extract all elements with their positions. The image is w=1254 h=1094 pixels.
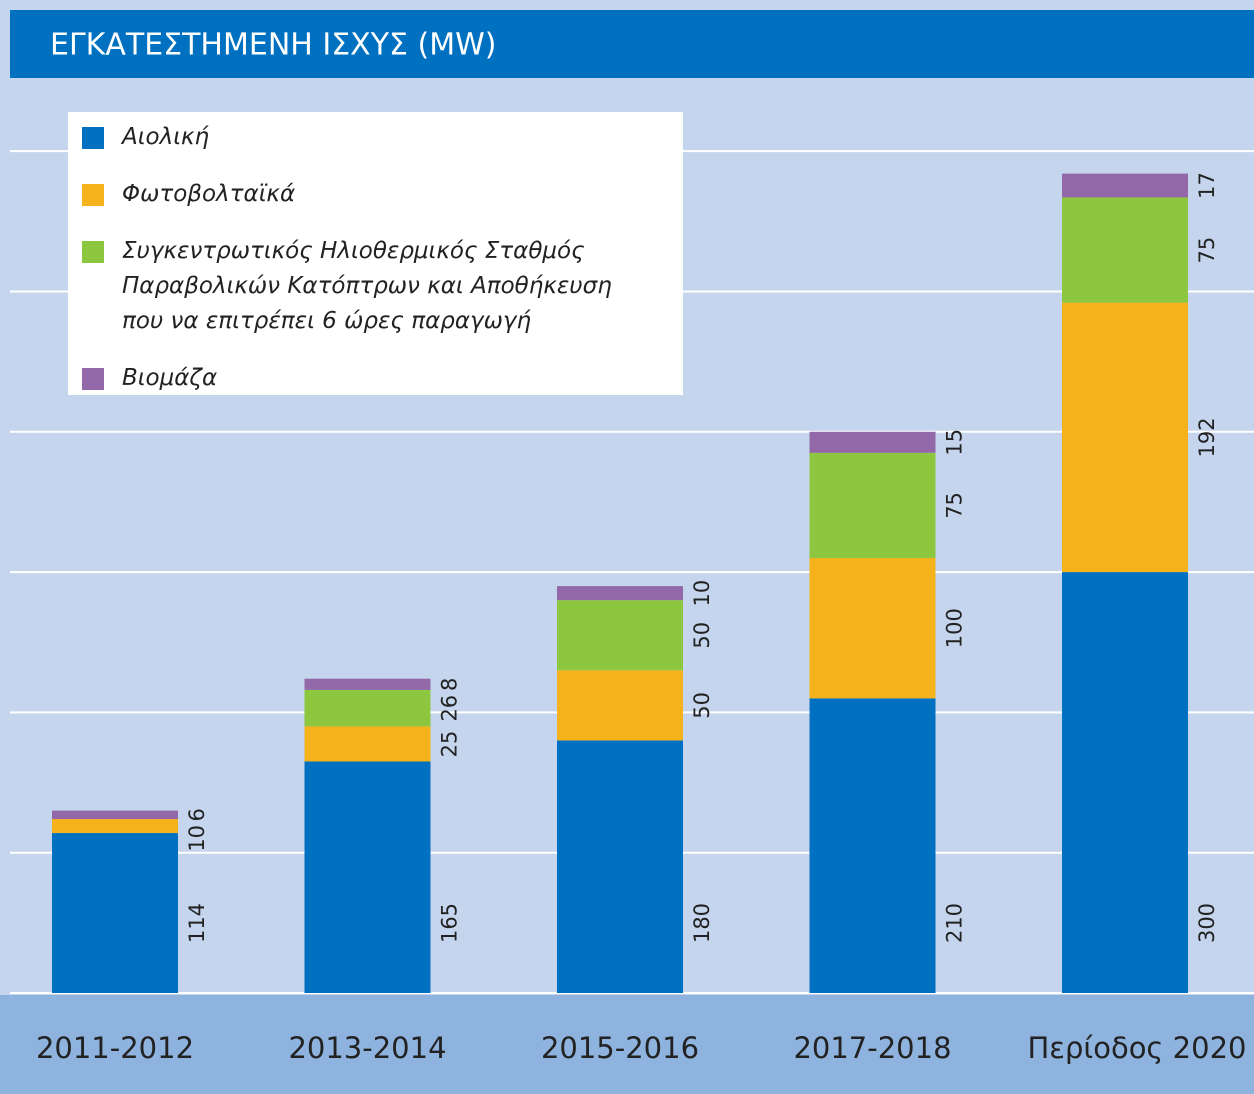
value-label: 25 bbox=[438, 731, 462, 758]
value-label: 10 bbox=[185, 825, 209, 852]
x-tick-label: Περίοδος 2020 bbox=[1028, 1031, 1247, 1065]
legend-label: Φωτοβολταϊκά bbox=[122, 181, 296, 207]
x-tick-label: 2013-2014 bbox=[288, 1031, 446, 1065]
x-tick-label: 2011-2012 bbox=[36, 1031, 194, 1065]
value-label: 50 bbox=[690, 622, 714, 649]
value-label: 8 bbox=[438, 678, 462, 691]
legend-swatch bbox=[82, 184, 104, 206]
legend-label: Αιολική bbox=[122, 124, 210, 150]
value-label: 75 bbox=[1195, 237, 1219, 264]
legend-swatch bbox=[82, 127, 104, 149]
bar-segment bbox=[1062, 173, 1188, 198]
title-bar bbox=[10, 10, 1254, 78]
legend-swatch bbox=[82, 368, 104, 390]
value-label: 26 bbox=[438, 695, 462, 722]
legend-item: Αιολική bbox=[82, 120, 683, 155]
value-label: 10 bbox=[690, 580, 714, 607]
x-tick-label: 2017-2018 bbox=[793, 1031, 951, 1065]
bar-segment bbox=[304, 726, 431, 762]
bar-segment bbox=[52, 810, 178, 820]
bar-segment bbox=[1062, 572, 1188, 993]
bar-segment bbox=[557, 586, 683, 601]
bar-segment bbox=[52, 833, 178, 993]
legend-item: Βιομάζα bbox=[82, 361, 683, 396]
x-tick-label: 2015-2016 bbox=[541, 1031, 699, 1065]
legend-swatch bbox=[82, 241, 104, 263]
bar-segment bbox=[557, 670, 683, 741]
value-label: 180 bbox=[690, 903, 714, 943]
bar-segment bbox=[809, 431, 936, 453]
value-label: 50 bbox=[690, 692, 714, 719]
legend-item: Φωτοβολταϊκά bbox=[82, 177, 683, 212]
legend: Αιολική Φωτοβολταϊκά Συγκεντρωτικός Ηλιοθε… bbox=[68, 112, 683, 395]
bar-segment bbox=[1062, 302, 1188, 573]
bar-segment bbox=[557, 600, 683, 671]
legend-label: Συγκεντρωτικός Ηλιοθερμικός Σταθμός Παρα… bbox=[122, 238, 612, 334]
value-label: 192 bbox=[1195, 417, 1219, 457]
bar-segment bbox=[304, 678, 431, 690]
value-label: 100 bbox=[943, 608, 967, 648]
value-label: 114 bbox=[185, 903, 209, 943]
value-label: 210 bbox=[943, 903, 967, 943]
bar-segment bbox=[304, 761, 431, 993]
bar-segment bbox=[809, 558, 936, 699]
legend-item: Συγκεντρωτικός Ηλιοθερμικός Σταθμός Παρα… bbox=[82, 234, 683, 339]
value-label: 300 bbox=[1195, 903, 1219, 943]
bar-segment bbox=[1062, 197, 1188, 303]
value-label: 75 bbox=[943, 492, 967, 519]
bar-segment bbox=[52, 819, 178, 834]
value-label: 6 bbox=[185, 808, 209, 821]
bar-segment bbox=[809, 698, 936, 993]
value-label: 15 bbox=[943, 429, 967, 456]
bar-segment bbox=[304, 689, 431, 727]
bar-segment bbox=[809, 452, 936, 559]
value-label: 165 bbox=[438, 903, 462, 943]
axis-band bbox=[0, 995, 1254, 1094]
value-label: 17 bbox=[1195, 172, 1219, 199]
chart-title: ΕΓΚΑΤΕΣΤΗΜΕΝΗ ΙΣΧΥΣ (MW) bbox=[50, 28, 496, 63]
bar-segment bbox=[557, 740, 683, 993]
legend-label: Βιομάζα bbox=[122, 365, 218, 391]
